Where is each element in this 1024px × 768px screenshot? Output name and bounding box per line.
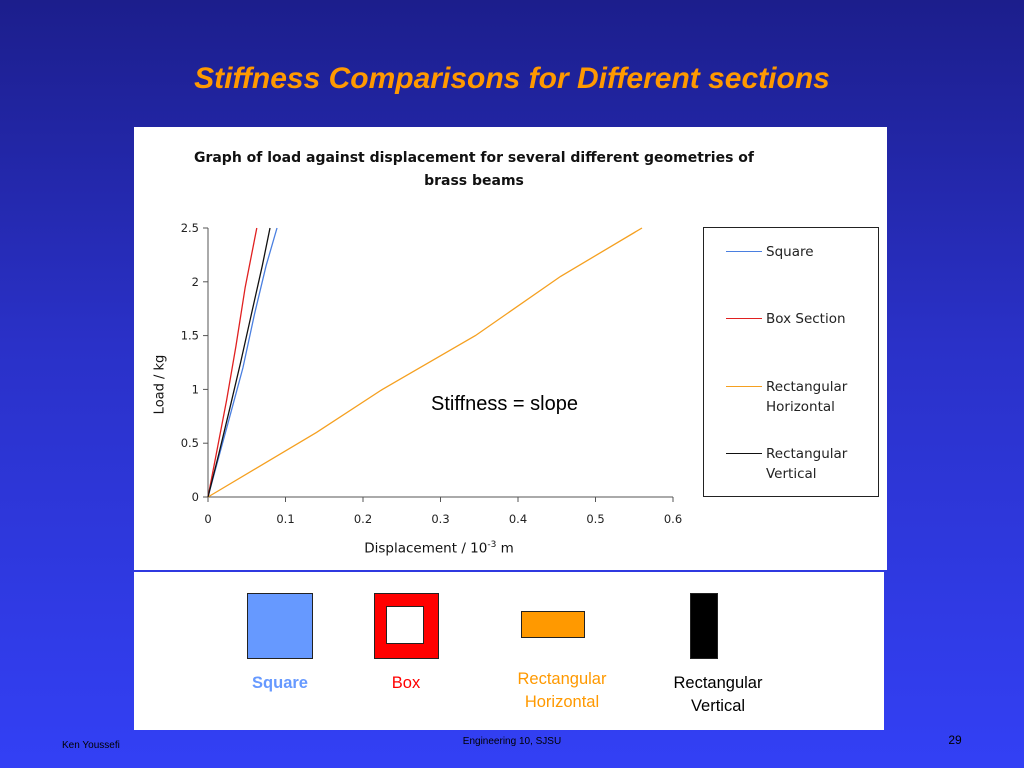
legend-item-box-section: Box Section bbox=[726, 309, 846, 329]
legend-label-rectangular-horizontal: Rectangular Horizontal bbox=[766, 377, 847, 417]
square-section-shape bbox=[247, 593, 313, 659]
legend-label-line: Rectangular bbox=[766, 446, 848, 462]
x-tick-label: 0.6 bbox=[664, 512, 682, 526]
x-axis-label: Displacement / 10-3 m bbox=[314, 540, 564, 557]
chart-title: Graph of load against displacement for s… bbox=[174, 147, 774, 193]
chart-title-line1: Graph of load against displacement for s… bbox=[193, 150, 755, 166]
footer-author: Ken Youssefi bbox=[62, 740, 120, 751]
rect-horizontal-label: Rectangular Horizontal bbox=[492, 668, 632, 714]
chart-plot: 0 0.5 1 1.5 2 2.5 0 0.1 0.2 0.3 0.4 0.5 0.6 bbox=[181, 221, 682, 526]
legend-label-line: Rectangular bbox=[766, 379, 848, 395]
rect-horizontal-label-line2: Horizontal bbox=[524, 693, 600, 711]
rect-vertical-label-line2: Vertical bbox=[690, 697, 746, 715]
legend-swatch-rectangular-horizontal bbox=[726, 386, 762, 387]
x-tick-label: 0.1 bbox=[276, 512, 294, 526]
series-line-box-section bbox=[207, 227, 258, 498]
box-label: Box bbox=[391, 674, 421, 692]
legend-label-box-section: Box Section bbox=[766, 311, 846, 327]
chart-legend: Square Box Section Rectangular Horizontal… bbox=[703, 227, 879, 497]
y-tick-label: 2.5 bbox=[181, 221, 199, 235]
x-axis-label-unit: m bbox=[496, 540, 514, 557]
series-line-rectangular-vertical bbox=[207, 227, 271, 498]
square-label: Square bbox=[252, 674, 308, 692]
legend-item-rectangular-horizontal: Rectangular Horizontal bbox=[726, 377, 847, 417]
rect-horizontal-shape bbox=[521, 611, 585, 638]
legend-label-square: Square bbox=[766, 244, 814, 260]
slide-title: Stiffness Comparisons for Different sect… bbox=[194, 62, 830, 95]
series-line-square bbox=[207, 227, 278, 498]
x-tick-label: 0 bbox=[204, 512, 211, 526]
x-axis-label-main: Displacement / 10 bbox=[364, 540, 488, 557]
y-tick-label: 1 bbox=[192, 382, 199, 396]
legend-label-line: Vertical bbox=[766, 466, 817, 482]
y-tick-label: 0.5 bbox=[181, 436, 199, 450]
legend-swatch-square bbox=[726, 251, 762, 252]
legend-item-rectangular-vertical: Rectangular Vertical bbox=[726, 444, 847, 484]
page-number: 29 bbox=[948, 733, 962, 747]
legend-label-line: Horizontal bbox=[766, 399, 835, 415]
x-tick-label: 0.2 bbox=[354, 512, 372, 526]
footer-course: Engineering 10, SJSU bbox=[462, 736, 562, 747]
x-axis-label-exponent: -3 bbox=[487, 540, 497, 550]
cross-sections-panel: Square Box Rectangular Horizontal Rectan… bbox=[134, 572, 884, 730]
rect-vertical-label-line1: Rectangular bbox=[673, 674, 763, 692]
y-tick-label: 1.5 bbox=[181, 329, 199, 343]
x-tick-label: 0.4 bbox=[509, 512, 527, 526]
stiffness-annotation: Stiffness = slope bbox=[431, 393, 578, 415]
legend-swatch-box-section bbox=[726, 318, 762, 319]
box-section-shape bbox=[374, 593, 439, 659]
series-line-rectangular-horizontal bbox=[207, 227, 643, 498]
rect-vertical-shape bbox=[690, 593, 718, 659]
chart-title-line2: brass beams bbox=[424, 173, 524, 189]
legend-label-rectangular-vertical: Rectangular Vertical bbox=[766, 444, 847, 484]
legend-swatch-rectangular-vertical bbox=[726, 453, 762, 454]
x-tick-label: 0.5 bbox=[586, 512, 604, 526]
y-tick-label: 2 bbox=[192, 275, 199, 289]
legend-item-square: Square bbox=[726, 242, 814, 262]
y-axis-label: Load / kg bbox=[152, 354, 168, 415]
box-section-hollow bbox=[386, 606, 424, 644]
rect-vertical-label: Rectangular Vertical bbox=[648, 672, 788, 718]
x-tick-label: 0.3 bbox=[431, 512, 449, 526]
rect-horizontal-label-line1: Rectangular bbox=[517, 670, 607, 688]
chart-panel: Graph of load against displacement for s… bbox=[134, 127, 887, 570]
y-tick-label: 0 bbox=[192, 490, 199, 504]
